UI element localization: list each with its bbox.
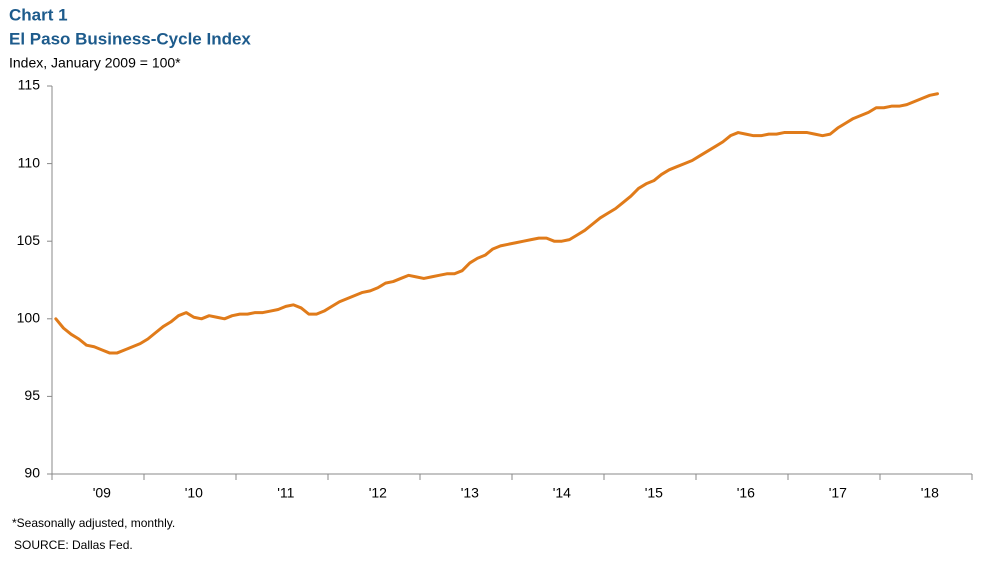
y-tick-label: 105 xyxy=(17,232,41,248)
y-axis-label: Index, January 2009 = 100* xyxy=(9,55,181,71)
x-tick-label: '16 xyxy=(737,485,755,501)
x-tick-label: '09 xyxy=(93,485,111,501)
y-tick-label: 115 xyxy=(18,77,41,93)
x-tick-label: '18 xyxy=(921,485,939,501)
footnote: *Seasonally adjusted, monthly. xyxy=(12,516,175,530)
chart: Chart 1 El Paso Business-Cycle Index Ind… xyxy=(0,0,997,565)
chart-subtitle: El Paso Business-Cycle Index xyxy=(9,29,251,48)
x-tick-label: '10 xyxy=(185,485,203,501)
x-tick-label: '14 xyxy=(553,485,571,501)
x-tick-label: '13 xyxy=(461,485,479,501)
x-tick-label: '12 xyxy=(369,485,387,501)
y-tick-label: 90 xyxy=(24,465,40,481)
x-tick-label: '15 xyxy=(645,485,663,501)
y-tick-label: 100 xyxy=(17,310,41,326)
x-tick-label: '11 xyxy=(277,485,294,501)
y-tick-label: 110 xyxy=(18,154,41,170)
chart-title: Chart 1 xyxy=(9,5,68,24)
y-tick-label: 95 xyxy=(24,387,40,403)
x-tick-label: '17 xyxy=(829,485,847,501)
data-line xyxy=(56,94,938,353)
source: SOURCE: Dallas Fed. xyxy=(14,538,133,552)
